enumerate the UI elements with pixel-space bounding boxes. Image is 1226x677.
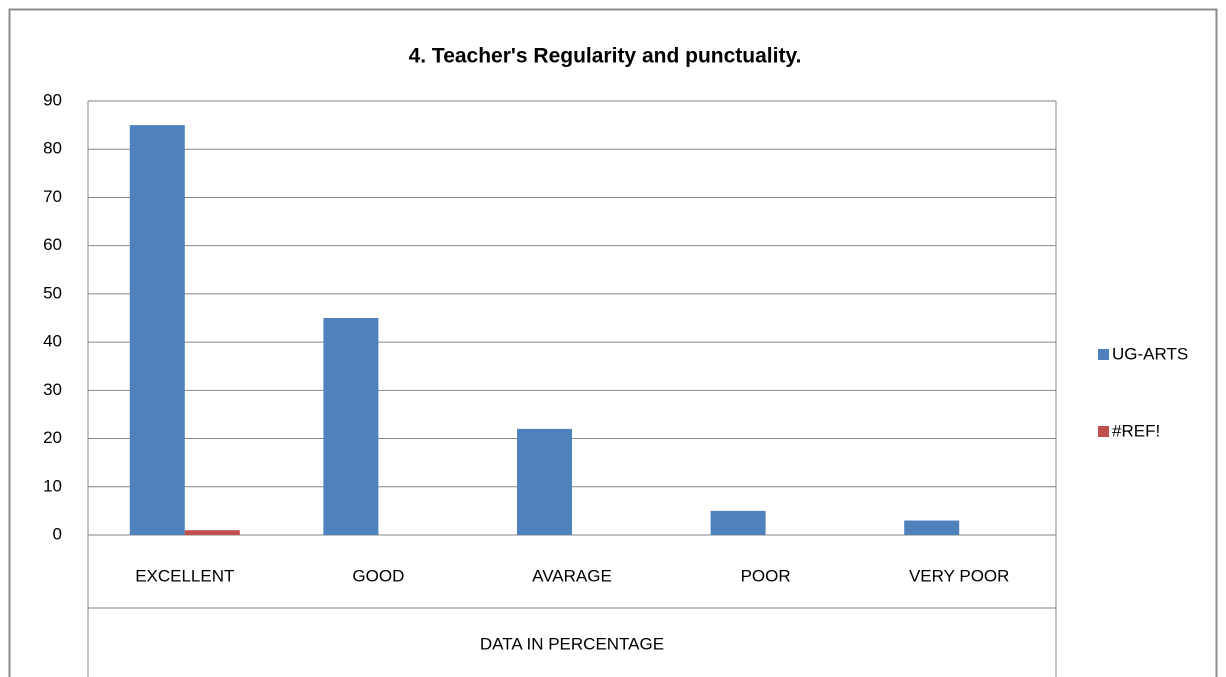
- y-tick-label: 40: [43, 332, 62, 351]
- y-tick-label: 0: [53, 524, 62, 543]
- bar: [710, 510, 766, 535]
- y-tick-label: 90: [43, 90, 62, 109]
- y-tick-label: 10: [43, 476, 62, 495]
- y-tick-label: 50: [43, 283, 62, 302]
- legend-label: UG-ARTS: [1112, 344, 1188, 363]
- bar: [904, 520, 960, 535]
- x-tick-label: VERY POOR: [909, 566, 1009, 585]
- bar: [129, 125, 185, 535]
- x-tick-label: EXCELLENT: [135, 566, 234, 585]
- x-axis-label: DATA IN PERCENTAGE: [480, 634, 664, 653]
- legend-label: #REF!: [1112, 421, 1160, 440]
- y-tick-label: 60: [43, 235, 62, 254]
- y-tick-label: 30: [43, 380, 62, 399]
- legend-swatch: [1098, 426, 1109, 437]
- chart-title: 4. Teacher's Regularity and punctuality.: [409, 45, 802, 68]
- x-tick-label: GOOD: [352, 566, 404, 585]
- x-tick-label: POOR: [741, 566, 791, 585]
- x-tick-label: AVARAGE: [532, 566, 612, 585]
- chart-border: [8, 8, 1218, 677]
- y-tick-label: 20: [43, 428, 62, 447]
- y-tick-label: 80: [43, 139, 62, 158]
- bar: [323, 318, 379, 535]
- bar: [517, 428, 572, 535]
- legend-swatch: [1098, 349, 1109, 360]
- bar: [184, 530, 240, 535]
- y-tick-label: 70: [43, 187, 62, 206]
